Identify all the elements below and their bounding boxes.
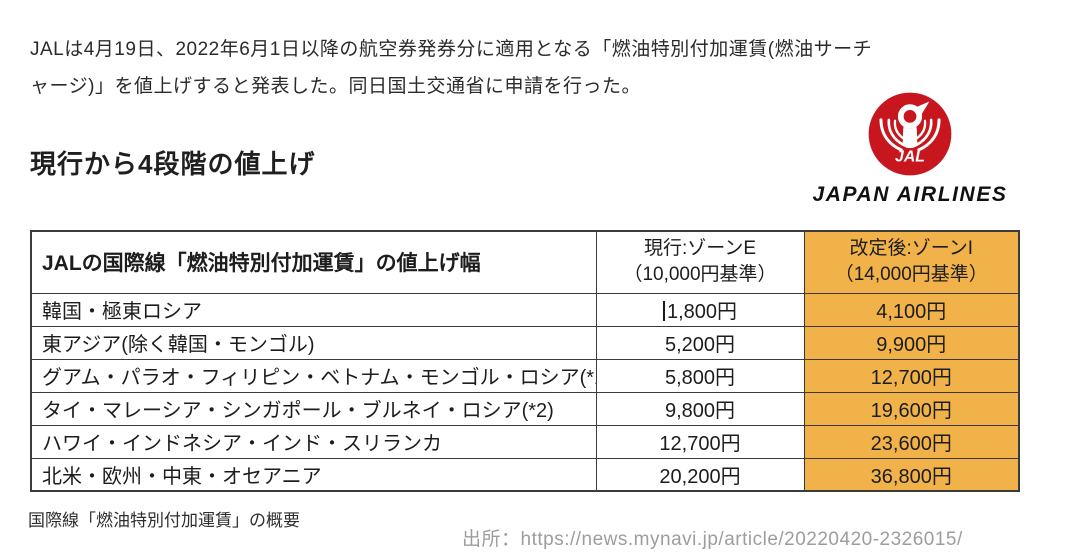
route-cell: 韓国・極東ロシア: [30, 292, 597, 327]
revised-fare-cell: 12,700円: [803, 358, 1020, 393]
source-url-link[interactable]: https://news.mynavi.jp/article/20220420-…: [520, 529, 963, 550]
text-cursor: [662, 301, 665, 321]
table-row: タイ・マレーシア・シンガポール・ブルネイ・ロシア(*2) 9,800円 19,600…: [30, 391, 1020, 426]
current-fare-cell: 9,800円: [595, 391, 805, 426]
table-row: 韓国・極東ロシア 1,800円 4,100円: [30, 292, 1020, 327]
fuel-surcharge-table: JALの国際線「燃油特別付加運賃」の値上げ幅 現行:ゾーンE （10,000円基準…: [30, 230, 1020, 492]
current-fare-cell: 5,200円: [595, 325, 805, 360]
revised-fare-cell: 4,100円: [803, 292, 1020, 327]
jal-crane-icon: JAL: [868, 92, 952, 176]
header-route-column: JALの国際線「燃油特別付加運賃」の値上げ幅: [30, 230, 597, 294]
table-caption: 国際線「燃油特別付加運賃」の概要: [28, 511, 300, 530]
header-current-zone: 現行:ゾーンE （10,000円基準）: [595, 230, 805, 294]
revised-fare-cell: 36,800円: [803, 457, 1020, 492]
route-cell: タイ・マレーシア・シンガポール・ブルネイ・ロシア(*2): [30, 391, 597, 426]
revised-fare-cell: 23,600円: [803, 424, 1020, 459]
route-cell: 北米・欧州・中東・オセアニア: [30, 457, 597, 492]
jal-wordmark: JAPAN AIRLINES: [812, 183, 1008, 206]
route-cell: グアム・パラオ・フィリピン・ベトナム・モンゴル・ロシア(*1): [30, 358, 597, 393]
intro-line-2: ャージ)」を値上げすると発表した。同日国土交通省に申請を行った。: [30, 76, 641, 97]
svg-text:JAL: JAL: [895, 148, 925, 165]
source-line: 出所：https://news.mynavi.jp/article/202204…: [462, 524, 963, 551]
table-header-row: JALの国際線「燃油特別付加運賃」の値上げ幅 現行:ゾーンE （10,000円基準…: [30, 230, 1020, 294]
source-label: 出所：: [462, 529, 521, 550]
section-heading: 現行から4段階の値上げ: [30, 149, 316, 179]
current-fare-cell: 12,700円: [595, 424, 805, 459]
table-row: 東アジア(除く韓国・モンゴル) 5,200円 9,900円: [30, 325, 1020, 360]
intro-paragraph: JALは4月19日、2022年6月1日以降の航空券発券分に適用となる「燃油特別付…: [30, 31, 1040, 105]
table-row: ハワイ・インドネシア・インド・スリランカ 12,700円 23,600円: [30, 424, 1020, 459]
current-fare-cell: 1,800円: [595, 292, 805, 327]
revised-fare-cell: 19,600円: [803, 391, 1020, 426]
header-revised-zone: 改定後:ゾーンI （14,000円基準）: [803, 230, 1020, 294]
route-cell: ハワイ・インドネシア・インド・スリランカ: [30, 424, 597, 459]
current-fare-cell: 20,200円: [595, 457, 805, 492]
revised-fare-cell: 9,900円: [803, 325, 1020, 360]
intro-line-1: JALは4月19日、2022年6月1日以降の航空券発券分に適用となる「燃油特別付…: [30, 39, 873, 60]
table-row: グアム・パラオ・フィリピン・ベトナム・モンゴル・ロシア(*1) 5,800円 12,…: [30, 358, 1020, 393]
jal-logo: JAL JAPAN AIRLINES: [795, 90, 1025, 207]
table-row: 北米・欧州・中東・オセアニア 20,200円 36,800円: [30, 457, 1020, 492]
current-fare-cell: 5,800円: [595, 358, 805, 393]
route-cell: 東アジア(除く韓国・モンゴル): [30, 325, 597, 360]
